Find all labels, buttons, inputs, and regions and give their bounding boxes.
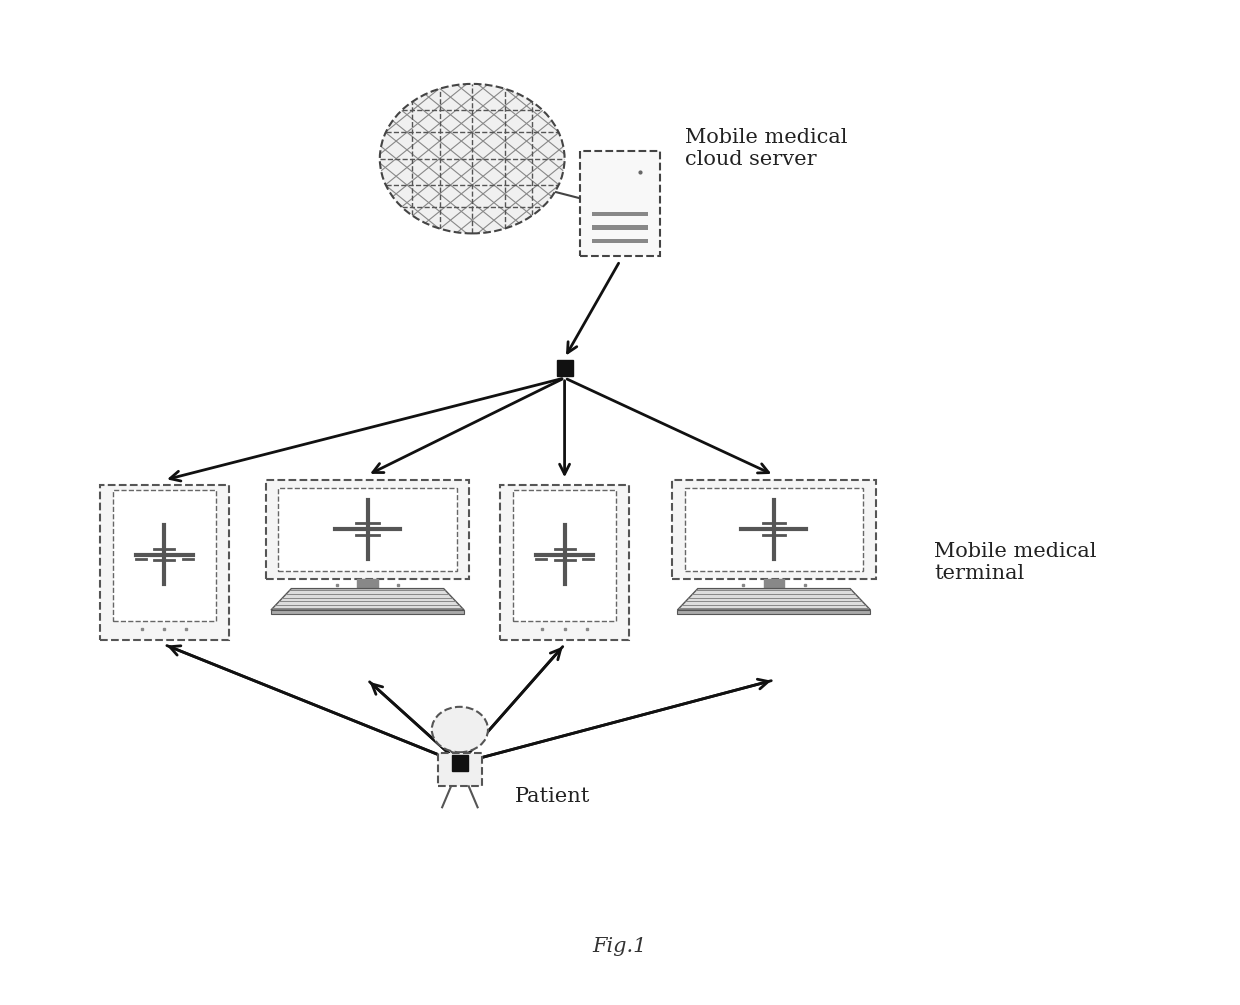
FancyBboxPatch shape <box>99 485 229 639</box>
FancyBboxPatch shape <box>278 488 456 571</box>
FancyBboxPatch shape <box>684 488 863 571</box>
FancyBboxPatch shape <box>113 490 216 621</box>
Circle shape <box>379 83 564 233</box>
FancyBboxPatch shape <box>438 754 482 786</box>
FancyBboxPatch shape <box>500 485 629 639</box>
FancyBboxPatch shape <box>272 610 464 614</box>
Polygon shape <box>677 589 870 610</box>
Text: Mobile medical
terminal: Mobile medical terminal <box>934 542 1096 583</box>
Polygon shape <box>272 589 464 610</box>
Text: Mobile medical
cloud server: Mobile medical cloud server <box>684 129 847 169</box>
FancyBboxPatch shape <box>677 610 870 614</box>
FancyBboxPatch shape <box>672 480 875 579</box>
FancyBboxPatch shape <box>265 480 469 579</box>
Text: Patient: Patient <box>516 787 590 806</box>
FancyBboxPatch shape <box>513 490 616 621</box>
Circle shape <box>432 707 489 753</box>
Text: Fig.1: Fig.1 <box>593 937 647 956</box>
FancyBboxPatch shape <box>580 151 660 256</box>
